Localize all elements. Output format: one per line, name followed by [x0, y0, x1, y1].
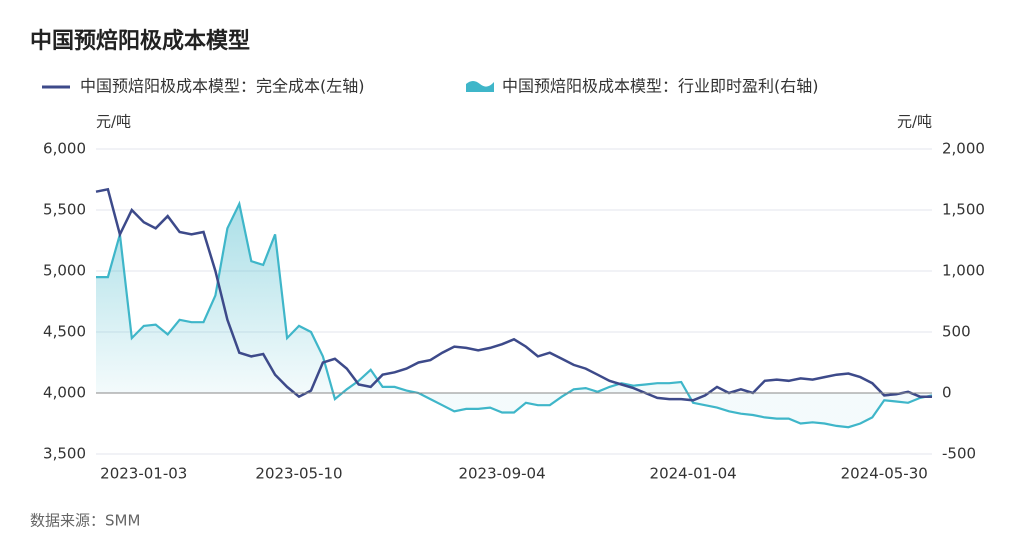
x-tick-label: 2023-05-10: [255, 465, 342, 483]
x-tick-label: 2023-09-04: [458, 465, 545, 483]
legend-label: 中国预焙阳极成本模型：完全成本(左轴): [80, 77, 365, 96]
area-fill: [96, 203, 932, 428]
y-tick-label: 5,000: [43, 262, 86, 280]
line: [95, 187, 932, 402]
y2-tick-label: 2,000: [942, 140, 985, 158]
legend-label: 中国预焙阳极成本模型：行业即时盈利(右轴): [502, 77, 819, 96]
source: 数据来源：SMM: [30, 512, 140, 530]
y-tick-label: 4,500: [43, 323, 86, 341]
y2-tick-label: 0: [942, 384, 952, 402]
y2-tick-label: 1,500: [942, 201, 985, 219]
y2-tick-label: -500: [942, 445, 976, 463]
y-tick-label: 4,000: [43, 384, 86, 402]
y-tick-label: 6,000: [43, 140, 86, 158]
x-tick-label: 2023-01-03: [100, 465, 187, 483]
y2-tick-label: 1,000: [942, 262, 985, 280]
y2-tick-label: 500: [942, 323, 971, 341]
y-tick-label: 5,500: [43, 201, 86, 219]
legend-area-icon: [466, 81, 494, 92]
y-unit: 元/吨: [96, 113, 131, 131]
area-line: [96, 200, 933, 429]
chart-title: 中国预焙阳极成本模型: [30, 28, 250, 54]
x-tick-label: 2024-01-04: [650, 465, 737, 483]
y-tick-label: 3,500: [43, 445, 86, 463]
x-tick-label: 2024-05-30: [841, 465, 928, 483]
y2-unit: 元/吨: [897, 113, 932, 131]
